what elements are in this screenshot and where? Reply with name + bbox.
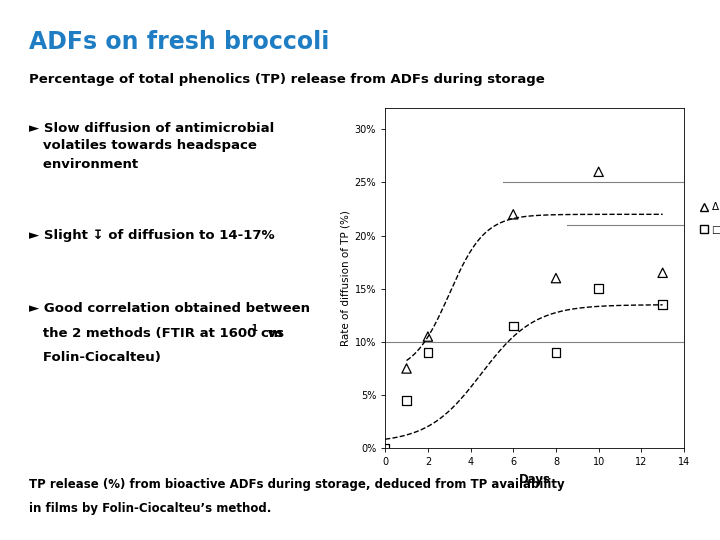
Legend: Δ MC A, □ MC B: Δ MC A, □ MC B xyxy=(696,198,720,239)
X-axis label: Days: Days xyxy=(518,473,551,486)
Text: ► Slow diffusion of antimicrobial
   volatiles towards headspace
   environment: ► Slow diffusion of antimicrobial volati… xyxy=(29,122,274,171)
Point xyxy=(657,300,668,309)
Point xyxy=(422,332,433,341)
Text: Folin-Ciocalteu): Folin-Ciocalteu) xyxy=(29,351,161,364)
Point xyxy=(401,364,413,373)
Text: ► Good correlation obtained between: ► Good correlation obtained between xyxy=(29,302,310,315)
Text: the 2 methods (FTIR at 1600 cm: the 2 methods (FTIR at 1600 cm xyxy=(29,327,282,340)
Point xyxy=(379,444,391,453)
Text: ► Slight ↧ of diffusion to 14-17%: ► Slight ↧ of diffusion to 14-17% xyxy=(29,230,274,242)
Point xyxy=(422,348,433,357)
Point xyxy=(657,268,668,277)
Point xyxy=(593,285,604,293)
Text: in films by Folin-Ciocalteu’s method.: in films by Folin-Ciocalteu’s method. xyxy=(29,502,271,515)
Text: TP release (%) from bioactive ADFs during storage, deduced from TP availability: TP release (%) from bioactive ADFs durin… xyxy=(29,478,564,491)
Point xyxy=(550,274,562,282)
Point xyxy=(593,167,604,176)
Text: ADFs on fresh broccoli: ADFs on fresh broccoli xyxy=(29,30,329,53)
Y-axis label: Rate of diffusion of TP (%): Rate of diffusion of TP (%) xyxy=(341,210,351,346)
Text: vs: vs xyxy=(263,327,284,340)
Point xyxy=(401,396,413,404)
Text: Percentage of total phenolics (TP) release from ADFs during storage: Percentage of total phenolics (TP) relea… xyxy=(29,73,544,86)
Point xyxy=(550,348,562,357)
Text: -1: -1 xyxy=(248,324,258,333)
Point xyxy=(508,322,519,330)
Point xyxy=(508,210,519,219)
